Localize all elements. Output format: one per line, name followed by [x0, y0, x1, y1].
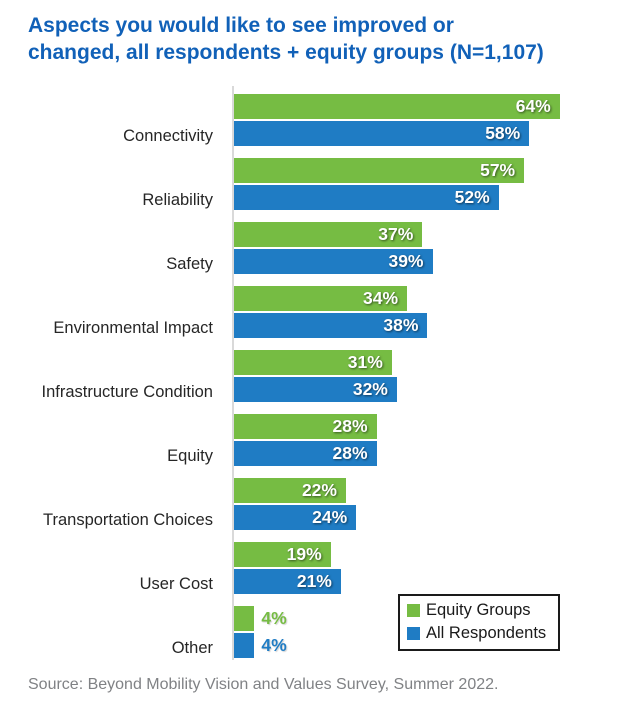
value-label-all-respondents: 58%	[485, 123, 521, 143]
bar-equity-groups: 31%	[234, 350, 392, 375]
axis-line	[232, 86, 234, 660]
category-bars: 64% 58%	[0, 94, 618, 146]
category-label: Equity	[167, 447, 213, 465]
chart-page: Aspects you would like to see improved o…	[0, 12, 618, 726]
value-label-all-respondents: 4%	[261, 635, 287, 655]
value-label-equity-groups: 19%	[286, 544, 322, 564]
bar-equity-groups: 34%	[234, 286, 408, 311]
value-label-equity-groups: 37%	[378, 224, 414, 244]
category-bars: 28% 28%	[0, 414, 618, 466]
category-label: Other	[171, 639, 213, 657]
bar-equity-groups: 28%	[234, 414, 377, 439]
legend-item-equity-groups: Equity Groups	[407, 601, 551, 620]
category-row: Reliability 57% 52%	[0, 158, 618, 210]
category-label: Infrastructure Condition	[41, 383, 213, 401]
bar-with-outside-label: 4%	[234, 633, 618, 658]
bar-equity-groups	[234, 606, 255, 631]
category-label: Environmental Impact	[53, 319, 213, 337]
bar-all-respondents: 28%	[234, 441, 377, 466]
category-row: Infrastructure Condition 31% 32%	[0, 350, 618, 402]
category-row: User Cost 19% 21%	[0, 542, 618, 594]
bar-equity-groups: 37%	[234, 222, 423, 247]
bar-all-respondents: 58%	[234, 121, 530, 146]
category-row: Other 4% 4%	[0, 606, 618, 658]
category-label: Transportation Choices	[43, 511, 213, 529]
chart-title-line2: changed, all respondents + equity groups…	[28, 41, 544, 64]
legend-label-all-respondents: All Respondents	[426, 624, 547, 642]
bar-all-respondents: 32%	[234, 377, 397, 402]
category-row: Connectivity 64% 58%	[0, 94, 618, 146]
category-bars: 57% 52%	[0, 158, 618, 210]
legend-label-equity-groups: Equity Groups	[426, 601, 531, 619]
bar-equity-groups: 64%	[234, 94, 560, 119]
value-label-all-respondents: 21%	[296, 571, 332, 591]
legend-item-all-respondents: All Respondents	[407, 624, 551, 643]
legend-swatch-equity-groups	[407, 604, 420, 617]
category-bars: 31% 32%	[0, 350, 618, 402]
value-label-equity-groups: 28%	[332, 416, 368, 436]
bar-all-respondents: 39%	[234, 249, 433, 274]
category-bars: 22% 24%	[0, 478, 618, 530]
value-label-all-respondents: 38%	[383, 315, 419, 335]
bar-chart: Connectivity 64% 58% Reliability 57% 52% Safet…	[0, 86, 618, 660]
category-row: Transportation Choices 22% 24%	[0, 478, 618, 530]
value-label-equity-groups: 34%	[363, 288, 399, 308]
category-bars: 34% 38%	[0, 286, 618, 338]
bar-all-respondents	[234, 633, 255, 658]
value-label-all-respondents: 28%	[332, 443, 368, 463]
value-label-equity-groups: 64%	[515, 96, 551, 116]
bar-with-outside-label: 4%	[234, 606, 618, 631]
category-row: Equity 28% 28%	[0, 414, 618, 466]
value-label-all-respondents: 39%	[388, 251, 424, 271]
value-label-equity-groups: 4%	[261, 608, 287, 628]
bar-all-respondents: 52%	[234, 185, 499, 210]
chart-title: Aspects you would like to see improved o…	[28, 12, 590, 66]
bar-all-respondents: 24%	[234, 505, 357, 530]
category-label: User Cost	[139, 575, 213, 593]
bar-all-respondents: 21%	[234, 569, 341, 594]
category-row: Environmental Impact 34% 38%	[0, 286, 618, 338]
category-bars: 4% 4%	[0, 606, 618, 658]
value-label-all-respondents: 24%	[312, 507, 348, 527]
category-bars: 19% 21%	[0, 542, 618, 594]
bar-equity-groups: 19%	[234, 542, 331, 567]
legend-swatch-all-respondents	[407, 627, 420, 640]
value-label-equity-groups: 31%	[347, 352, 383, 372]
legend: Equity Groups All Respondents	[398, 594, 560, 651]
value-label-equity-groups: 57%	[480, 160, 516, 180]
bar-equity-groups: 57%	[234, 158, 525, 183]
category-row: Safety 37% 39%	[0, 222, 618, 274]
category-label: Reliability	[142, 191, 213, 209]
category-label: Connectivity	[123, 127, 213, 145]
value-label-all-respondents: 52%	[454, 187, 490, 207]
source-note: Source: Beyond Mobility Vision and Value…	[28, 676, 499, 693]
category-bars: 37% 39%	[0, 222, 618, 274]
value-label-all-respondents: 32%	[352, 379, 388, 399]
bar-all-respondents: 38%	[234, 313, 428, 338]
bar-rows: Connectivity 64% 58% Reliability 57% 52% Safet…	[0, 94, 618, 658]
chart-title-line1: Aspects you would like to see improved o…	[28, 14, 454, 37]
value-label-equity-groups: 22%	[301, 480, 337, 500]
category-label: Safety	[166, 255, 213, 273]
bar-equity-groups: 22%	[234, 478, 346, 503]
